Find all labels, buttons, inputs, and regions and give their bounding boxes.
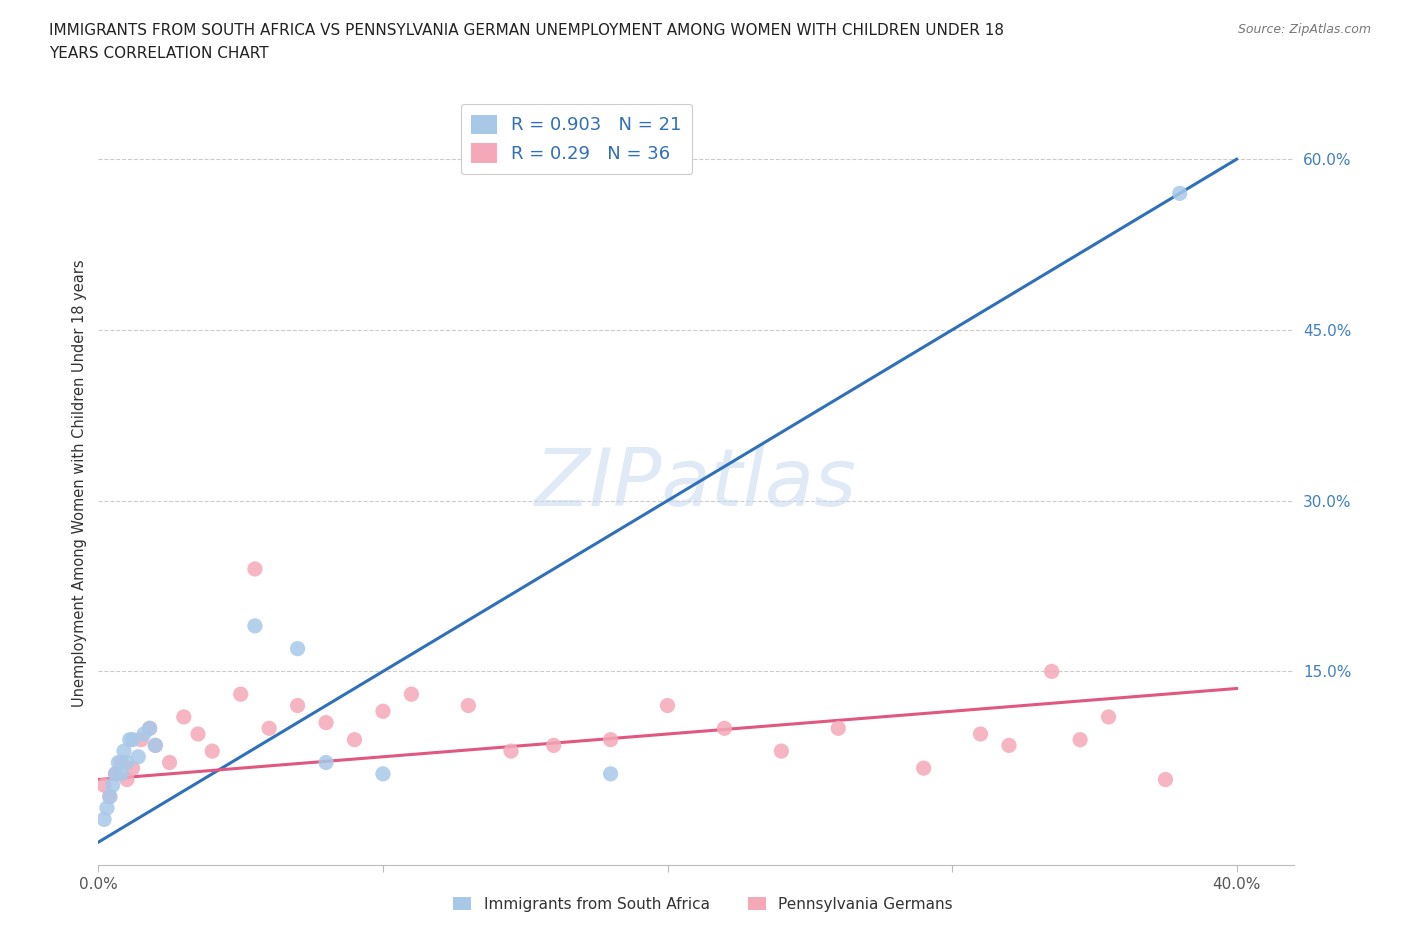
Point (138, 721, 160, 736)
Point (371, 766, 394, 781)
Point (121, 761, 143, 776)
Point (115, 755, 138, 770)
Point (1069, 732, 1091, 747)
Point (343, 732, 366, 747)
Text: Source: ZipAtlas.com: Source: ZipAtlas.com (1237, 23, 1371, 36)
Point (827, 721, 849, 736)
Point (243, 562, 266, 577)
Point (107, 755, 129, 770)
Point (371, 704, 394, 719)
Point (112, 744, 135, 759)
Point (969, 726, 991, 741)
Point (173, 710, 195, 724)
Point (159, 755, 181, 770)
Point (543, 737, 565, 752)
Point (657, 698, 679, 713)
Point (243, 618, 266, 633)
Point (599, 732, 621, 747)
Point (257, 721, 280, 736)
Point (1168, 186, 1191, 201)
Point (143, 737, 166, 752)
Point (912, 761, 935, 776)
Point (401, 686, 423, 701)
Y-axis label: Unemployment Among Women with Children Under 18 years: Unemployment Among Women with Children U… (72, 259, 87, 708)
Point (229, 686, 252, 701)
Point (110, 766, 132, 781)
Legend: R = 0.903   N = 21, R = 0.29   N = 36: R = 0.903 N = 21, R = 0.29 N = 36 (461, 104, 692, 174)
Point (110, 755, 132, 770)
Point (129, 732, 152, 747)
Point (457, 698, 479, 713)
Point (1154, 772, 1177, 787)
Point (118, 732, 141, 747)
Point (132, 726, 155, 741)
Point (201, 744, 224, 759)
Point (127, 750, 149, 764)
Point (315, 755, 337, 770)
Text: IMMIGRANTS FROM SOUTH AFRICA VS PENNSYLVANIA GERMAN UNEMPLOYMENT AMONG WOMEN WIT: IMMIGRANTS FROM SOUTH AFRICA VS PENNSYLV… (49, 23, 1004, 38)
Point (1097, 710, 1119, 724)
Text: ZIPatlas: ZIPatlas (534, 445, 858, 523)
Point (315, 715, 337, 730)
Point (115, 772, 138, 787)
Point (287, 641, 309, 656)
Point (499, 744, 522, 759)
Point (98, 790, 121, 804)
Text: YEARS CORRELATION CHART: YEARS CORRELATION CHART (49, 46, 269, 61)
Point (1040, 664, 1063, 679)
Point (93, 777, 115, 792)
Point (143, 737, 166, 752)
Legend: Immigrants from South Africa, Pennsylvania Germans: Immigrants from South Africa, Pennsylvan… (447, 890, 959, 918)
Point (93, 812, 115, 827)
Point (104, 766, 127, 781)
Point (121, 732, 143, 747)
Point (138, 721, 160, 736)
Point (104, 766, 127, 781)
Point (713, 721, 735, 736)
Point (96, 801, 118, 816)
Point (998, 737, 1021, 752)
Point (770, 744, 793, 759)
Point (98, 790, 121, 804)
Point (287, 698, 309, 713)
Point (101, 777, 124, 792)
Point (187, 726, 209, 741)
Point (599, 766, 621, 781)
